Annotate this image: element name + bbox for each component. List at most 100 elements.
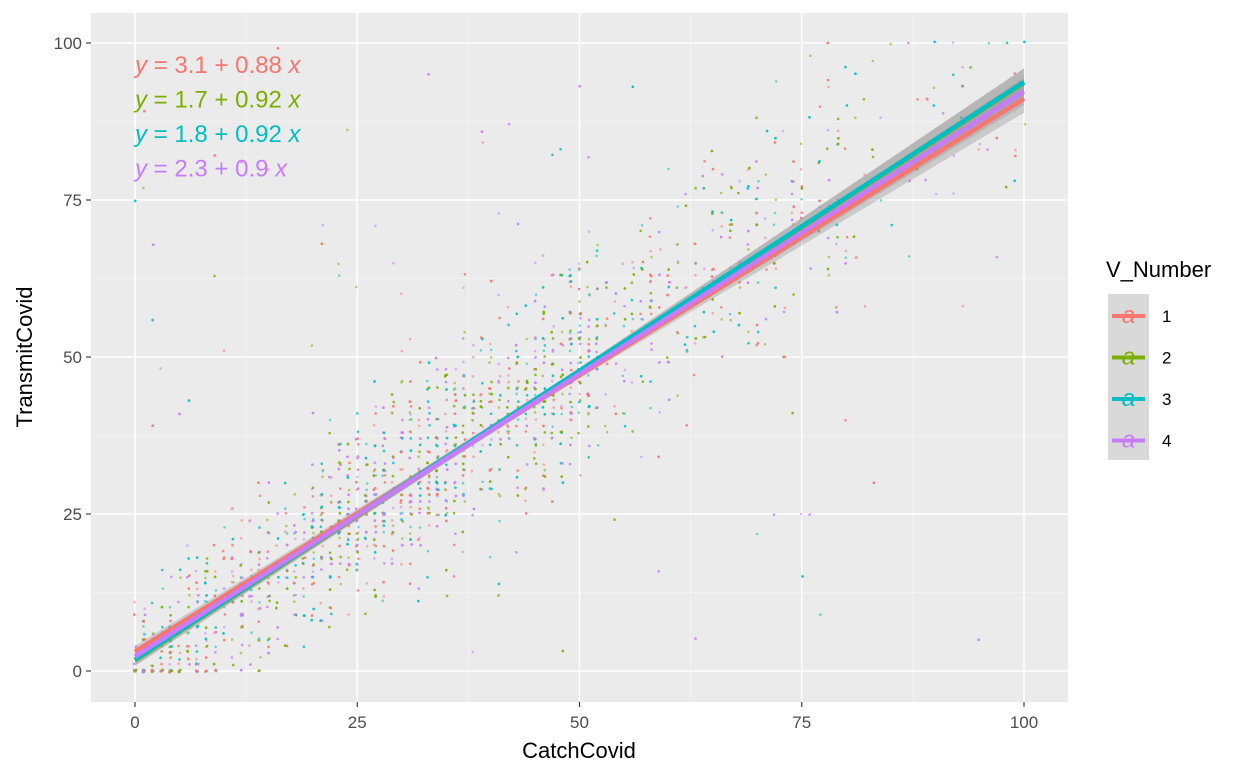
scatter-point — [301, 587, 305, 590]
scatter-point — [418, 443, 422, 447]
scatter-point — [417, 424, 421, 428]
scatter-point — [391, 530, 395, 534]
scatter-point — [444, 367, 448, 371]
scatter-point — [711, 228, 714, 232]
scatter-point — [214, 570, 217, 573]
scatter-point — [515, 476, 519, 479]
scatter-point — [712, 330, 716, 334]
scatter-point — [418, 507, 422, 511]
scatter-point — [454, 494, 458, 498]
scatter-point — [488, 469, 492, 472]
scatter-point — [499, 394, 502, 397]
scatter-point — [774, 198, 778, 201]
scatter-point — [409, 430, 412, 434]
scatter-point — [657, 569, 660, 573]
scatter-point — [755, 223, 759, 227]
scatter-point — [587, 425, 590, 428]
scatter-point — [497, 582, 501, 586]
scatter-point — [569, 418, 573, 422]
scatter-point — [684, 204, 688, 207]
scatter-point — [506, 356, 510, 360]
scatter-point — [418, 360, 422, 364]
scatter-point — [728, 312, 732, 316]
scatter-point — [222, 349, 226, 353]
scatter-point — [497, 406, 501, 409]
scatter-point — [747, 229, 750, 233]
equation-part — [268, 156, 275, 183]
scatter-point — [186, 657, 190, 661]
scatter-point — [578, 324, 582, 327]
scatter-point — [977, 638, 980, 642]
scatter-point — [357, 443, 360, 446]
scatter-point — [428, 451, 431, 454]
scatter-point — [542, 487, 545, 490]
scatter-point — [623, 317, 627, 321]
scatter-point — [524, 387, 528, 390]
scatter-point — [772, 513, 776, 517]
scatter-point — [596, 287, 599, 290]
scatter-point — [497, 212, 501, 215]
scatter-point — [239, 564, 242, 567]
scatter-point — [435, 469, 439, 472]
scatter-point — [392, 506, 395, 510]
scatter-point — [471, 650, 475, 654]
y-tick-label: 100 — [54, 34, 82, 53]
scatter-point — [605, 362, 609, 366]
legend-key-glyph-4: a — [1122, 427, 1135, 454]
scatter-point — [188, 574, 191, 577]
equation-part: 0.9 — [235, 156, 268, 183]
scatter-point — [703, 267, 706, 271]
scatter-point — [641, 318, 644, 321]
scatter-point — [250, 600, 253, 603]
scatter-point — [837, 136, 840, 140]
scatter-point — [339, 582, 342, 586]
scatter-point — [284, 524, 288, 528]
scatter-point — [524, 430, 528, 433]
scatter-point — [311, 575, 315, 579]
scatter-point — [169, 619, 172, 623]
scatter-point — [561, 462, 564, 465]
scatter-point — [774, 80, 778, 83]
scatter-point — [595, 367, 598, 371]
scatter-point — [826, 78, 830, 82]
scatter-point — [231, 543, 234, 547]
scatter-point — [961, 84, 965, 88]
scatter-point — [427, 493, 431, 496]
legend-label-4: 4 — [1162, 432, 1171, 451]
scatter-point — [516, 418, 520, 421]
scatter-point — [550, 273, 554, 277]
scatter-point — [498, 468, 502, 471]
equation-part: 0.92 — [235, 121, 282, 148]
scatter-point — [498, 398, 501, 402]
scatter-point — [365, 512, 368, 516]
scatter-point — [614, 412, 618, 416]
equation-part: x — [287, 121, 301, 148]
scatter-point — [292, 600, 296, 603]
scatter-point — [177, 600, 180, 604]
scatter-point — [488, 443, 492, 447]
scatter-point — [879, 116, 882, 119]
scatter-point — [630, 298, 634, 302]
scatter-point — [915, 167, 919, 171]
scatter-point — [561, 649, 565, 653]
scatter-point — [757, 179, 760, 183]
scatter-point — [373, 468, 377, 471]
scatter-point — [497, 594, 500, 597]
scatter-point — [178, 412, 181, 416]
scatter-point — [417, 587, 421, 590]
scatter-point — [159, 656, 162, 660]
scatter-point — [303, 506, 306, 509]
scatter-point — [195, 662, 198, 665]
scatter-point — [312, 557, 316, 560]
y-tick-label: 0 — [73, 662, 82, 681]
scatter-point — [204, 626, 208, 629]
scatter-point — [223, 613, 227, 616]
scatter-point — [168, 670, 171, 674]
scatter-point — [365, 582, 369, 585]
scatter-point — [179, 576, 182, 579]
scatter-point — [569, 386, 573, 389]
scatter-point — [426, 549, 430, 553]
scatter-point — [560, 404, 563, 408]
scatter-point — [204, 576, 207, 580]
scatter-point — [347, 524, 351, 528]
